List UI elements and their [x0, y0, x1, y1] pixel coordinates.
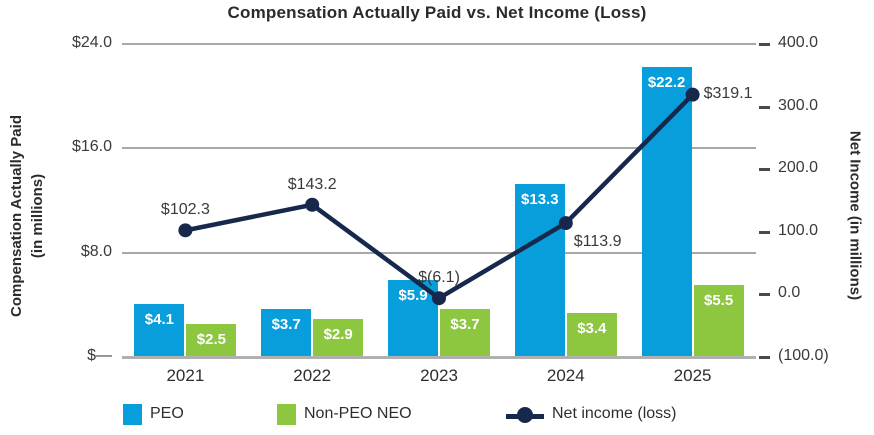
right-axis-tick: 0.0: [778, 284, 801, 302]
right-axis-tick: 400.0: [778, 34, 819, 51]
left-axis-tick: $8.0: [80, 242, 112, 260]
x-axis-label-2024: 2024: [546, 366, 585, 385]
bar-peo-2022: $3.7: [261, 308, 312, 357]
bar-value-label: $5.9: [398, 287, 428, 305]
left-axis-tick: $24.0: [71, 34, 112, 51]
left-axis-tick: $16.0: [71, 138, 112, 156]
bar-peo-2021: $4.1: [134, 303, 185, 357]
legend-label-net-income: Net income (loss): [552, 405, 677, 422]
bar-value-label: $13.3: [521, 190, 559, 208]
right-axis-tick: (100.0): [778, 347, 829, 364]
bar-non-peo-neo-2023: $3.7: [440, 308, 490, 357]
right-axis-tick-mark: [759, 168, 770, 172]
net-income-dot-icon: [517, 407, 533, 423]
x-axis-label-2025: 2025: [673, 366, 712, 385]
right-axis-tick-mark: [759, 105, 770, 109]
x-axis-label-2021: 2021: [166, 366, 205, 385]
legend-label-peo: PEO: [150, 405, 184, 422]
non-peo-neo-swatch-icon: [277, 404, 296, 425]
bar-non-peo-neo-2021: $2.5: [186, 324, 237, 357]
left-axis-tick: $—: [87, 347, 112, 364]
bar-non-peo-neo-2024: $3.4: [566, 312, 617, 357]
net-income-point-2025: [685, 87, 700, 102]
net-income-label-2021: $102.3: [160, 201, 210, 219]
right-axis-tick-mark: [759, 230, 770, 234]
net-income-point-2024: [558, 216, 573, 231]
peo-swatch-icon: [123, 404, 142, 425]
net-income-point-2023: [432, 291, 446, 306]
bar-value-label: $22.2: [647, 74, 686, 92]
right-axis-tick: 100.0: [778, 221, 819, 239]
bar-value-label: $2.5: [196, 331, 226, 349]
bar-non-peo-neo-2025: $5.5: [693, 285, 744, 357]
x-axis-label-2023: 2023: [420, 366, 458, 385]
net-income-label-2022: $143.2: [287, 175, 337, 193]
gridline-16: [122, 147, 756, 150]
right-axis-tick: 300.0: [778, 96, 819, 114]
gridline-24: [122, 43, 756, 45]
chart-title: Compensation Actually Paid vs. Net Incom…: [227, 3, 647, 22]
bar-value-label: $3.4: [577, 319, 607, 337]
net-income-label-2025: $319.1: [703, 84, 753, 102]
bar-value-label: $4.1: [144, 310, 174, 328]
right-axis-tick-mark: [759, 356, 770, 359]
net-income-label-2023: $(6.1): [418, 269, 460, 287]
net-income-point-2021: [178, 223, 193, 238]
net-income-label-2024: $113.9: [573, 233, 622, 251]
bar-value-label: $2.9: [323, 326, 353, 344]
bar-non-peo-neo-2022: $2.9: [313, 319, 364, 357]
bar-peo-2025: $22.2: [641, 67, 692, 357]
gridline-0: [122, 356, 756, 359]
net-income-line: [184, 93, 695, 301]
gridline-8: [122, 251, 756, 254]
legend-label-non-peo-neo: Non-PEO NEO: [304, 405, 412, 422]
right-axis-tick: 200.0: [778, 159, 819, 177]
right-axis-tick-mark: [759, 293, 770, 297]
bar-value-label: $5.5: [703, 292, 734, 310]
bar-value-label: $3.7: [450, 315, 480, 333]
net-income-point-2022: [305, 197, 320, 212]
bar-peo-2024: $13.3: [514, 183, 565, 357]
x-axis-label-2022: 2022: [293, 366, 332, 385]
right-axis-tick-mark: [759, 43, 770, 46]
bar-value-label: $3.7: [271, 315, 301, 333]
